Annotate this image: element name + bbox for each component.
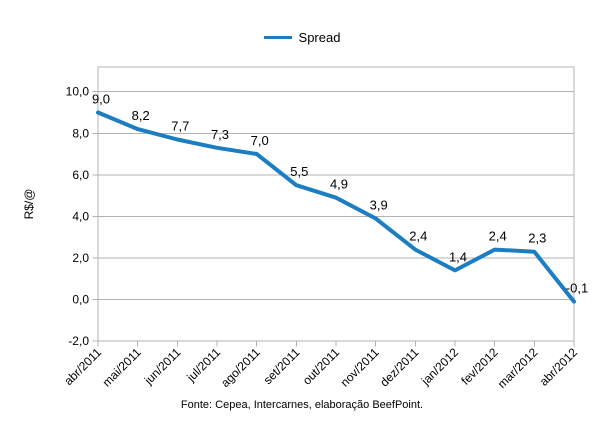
y-tick-label: 6,0 <box>72 168 89 182</box>
data-label: 1,4 <box>449 249 467 264</box>
data-label: 4,9 <box>330 177 348 192</box>
source-note: Fonte: Cepea, Intercarnes, elaboração Be… <box>180 399 424 411</box>
y-tick-label: 2,0 <box>72 251 89 265</box>
x-tick-label: dez/2011 <box>377 345 421 389</box>
y-tick-label: 8,0 <box>72 126 89 140</box>
x-tick-label: nov/2011 <box>338 345 382 389</box>
data-label: 7,0 <box>251 133 269 148</box>
y-tick-label: -2,0 <box>68 334 89 348</box>
data-label: -0,1 <box>566 281 588 296</box>
y-axis-title: R$/@ <box>22 188 36 220</box>
data-label: 2,3 <box>528 231 546 246</box>
x-tick-label: jul/2011 <box>183 345 223 385</box>
x-tick-label: jan/2012 <box>418 345 461 388</box>
data-label: 7,3 <box>211 127 229 142</box>
data-label: 8,2 <box>132 108 150 123</box>
x-tick-label: mai/2011 <box>100 345 144 389</box>
x-tick-label: set/2011 <box>261 345 303 387</box>
spread-line <box>96 110 576 304</box>
x-tick-label: abr/2012 <box>537 345 581 389</box>
y-tick-label: 10,0 <box>66 85 90 99</box>
x-tick-label: abr/2011 <box>61 345 104 388</box>
x-tick-label: out/2011 <box>300 345 343 388</box>
data-label: 3,9 <box>370 197 388 212</box>
y-tick-label: 4,0 <box>72 209 89 223</box>
data-label: 7,7 <box>171 118 189 133</box>
data-label: 2,4 <box>489 229 507 244</box>
x-tick-label: ago/2011 <box>218 345 263 390</box>
legend-line-icon <box>263 36 292 39</box>
data-label: 5,5 <box>290 164 308 179</box>
chart-legend: Spread <box>0 30 604 45</box>
data-label: 9,0 <box>92 91 110 106</box>
data-label: 2,4 <box>409 229 427 244</box>
y-tick-label: 0,0 <box>72 293 89 307</box>
x-tick-label: mar/2012 <box>495 345 541 391</box>
x-tick-label: jun/2011 <box>141 345 184 388</box>
legend-label: Spread <box>298 30 341 45</box>
